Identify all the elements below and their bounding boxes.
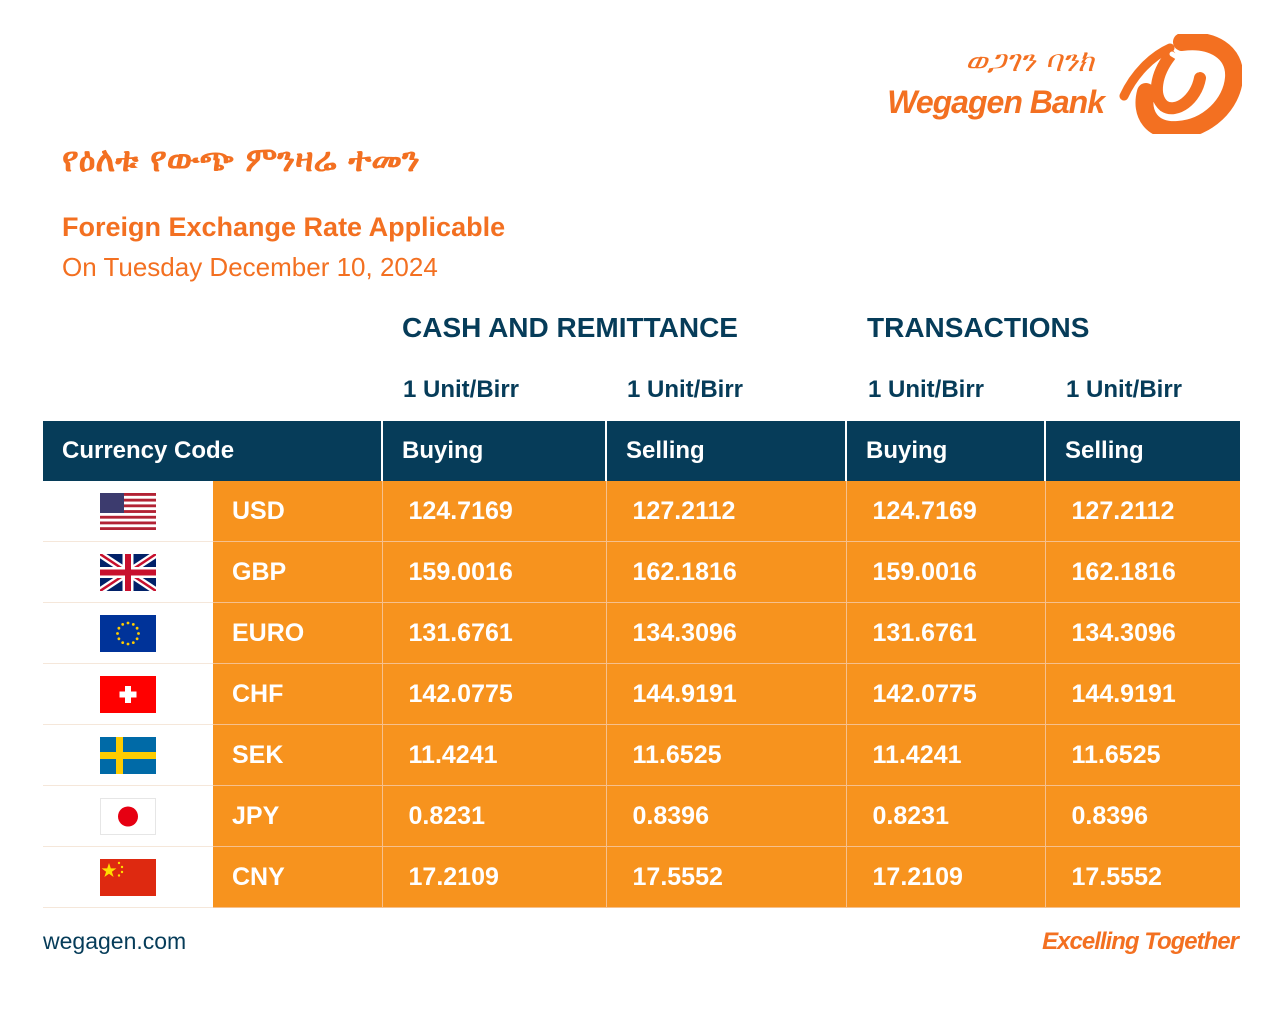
japan-flag-icon <box>100 797 156 835</box>
cash-buying-rate: 142.0775 <box>382 663 607 725</box>
logo-english-name: Wegagen Bank <box>887 84 1105 120</box>
table-row: CHF 142.0775 144.9191 142.0775 144.9191 <box>43 663 1241 725</box>
header-tx-selling: Selling <box>1045 421 1241 481</box>
unit-label-cash-selling: 1 Unit/Birr <box>627 376 744 403</box>
unit-label-cash-buying: 1 Unit/Birr <box>403 376 520 403</box>
rate-date: On Tuesday December 10, 2024 <box>62 252 438 282</box>
tx-selling-rate: 127.2112 <box>1045 481 1241 542</box>
table-header-row: Currency Code Buying Selling Buying Sell… <box>43 421 1241 481</box>
tx-selling-rate: 17.5552 <box>1045 846 1241 908</box>
cash-buying-rate: 124.7169 <box>382 481 607 542</box>
logo-amharic-name: ወጋገን ባንክ <box>965 44 1094 79</box>
tx-selling-rate: 0.8396 <box>1045 785 1241 847</box>
tx-buying-rate: 159.0016 <box>846 541 1046 603</box>
cash-selling-rate: 162.1816 <box>606 541 847 603</box>
cash-selling-rate: 127.2112 <box>606 481 847 542</box>
tx-selling-rate: 11.6525 <box>1045 724 1241 786</box>
group-cash-remittance: CASH AND REMITTANCE <box>402 312 738 343</box>
table-row: SEK 11.4241 11.6525 11.4241 11.6525 <box>43 724 1241 786</box>
cash-selling-rate: 0.8396 <box>606 785 847 847</box>
currency-code: CHF <box>213 663 383 725</box>
unit-label-tx-selling: 1 Unit/Birr <box>1066 376 1183 403</box>
currency-code: GBP <box>213 541 383 603</box>
tx-buying-rate: 11.4241 <box>846 724 1046 786</box>
group-transactions: TRANSACTIONS <box>867 312 1090 343</box>
table-row: USD 124.7169 127.2112 124.7169 127.2112 <box>43 481 1241 542</box>
cash-buying-rate: 0.8231 <box>382 785 607 847</box>
cash-selling-rate: 17.5552 <box>606 846 847 908</box>
tx-buying-rate: 142.0775 <box>846 663 1046 725</box>
table-row: CNY 17.2109 17.5552 17.2109 17.5552 <box>43 846 1241 908</box>
tx-buying-rate: 131.6761 <box>846 602 1046 664</box>
currency-code: CNY <box>213 846 383 908</box>
us-flag-icon <box>100 492 156 530</box>
uk-flag-icon <box>100 553 156 591</box>
cash-selling-rate: 144.9191 <box>606 663 847 725</box>
tx-selling-rate: 144.9191 <box>1045 663 1241 725</box>
tx-selling-rate: 162.1816 <box>1045 541 1241 603</box>
table-row: GBP 159.0016 162.1816 159.0016 162.1816 <box>43 541 1241 603</box>
cash-buying-rate: 17.2109 <box>382 846 607 908</box>
cash-buying-rate: 159.0016 <box>382 541 607 603</box>
header-tx-buying: Buying <box>846 421 1047 481</box>
tx-buying-rate: 17.2109 <box>846 846 1046 908</box>
table-row: EURO 131.6761 134.3096 131.6761 134.3096 <box>43 602 1241 664</box>
unit-label-tx-buying: 1 Unit/Birr <box>868 376 985 403</box>
tx-buying-rate: 124.7169 <box>846 481 1046 542</box>
bank-logo: ወጋገን ባንክ Wegagen Bank <box>842 34 1242 134</box>
table-row: JPY 0.8231 0.8396 0.8231 0.8396 <box>43 785 1241 847</box>
tx-buying-rate: 0.8231 <box>846 785 1046 847</box>
cash-selling-rate: 11.6525 <box>606 724 847 786</box>
swiss-flag-icon <box>100 675 156 713</box>
header-cash-selling: Selling <box>606 421 848 481</box>
title-english: Foreign Exchange Rate Applicable <box>62 212 506 242</box>
china-flag-icon <box>100 858 156 896</box>
currency-code: EURO <box>213 602 383 664</box>
brand-tagline: Excelling Together <box>1042 928 1239 955</box>
tx-selling-rate: 134.3096 <box>1045 602 1241 664</box>
website-url: wegagen.com <box>43 928 187 954</box>
title-amharic: የዕለቱ የውጭ ምንዛሬ ተመን <box>62 140 420 180</box>
cash-selling-rate: 134.3096 <box>606 602 847 664</box>
sweden-flag-icon <box>100 736 156 774</box>
header-currency-code: Currency Code <box>43 421 384 481</box>
currency-code: JPY <box>213 785 383 847</box>
currency-code: SEK <box>213 724 383 786</box>
exchange-rate-table: Currency Code Buying Selling Buying Sell… <box>43 421 1241 908</box>
cash-buying-rate: 131.6761 <box>382 602 607 664</box>
cash-buying-rate: 11.4241 <box>382 724 607 786</box>
currency-code: USD <box>213 481 383 542</box>
eu-flag-icon <box>100 614 156 652</box>
wegagen-logo-icon <box>1119 34 1242 134</box>
header-cash-buying: Buying <box>382 421 608 481</box>
